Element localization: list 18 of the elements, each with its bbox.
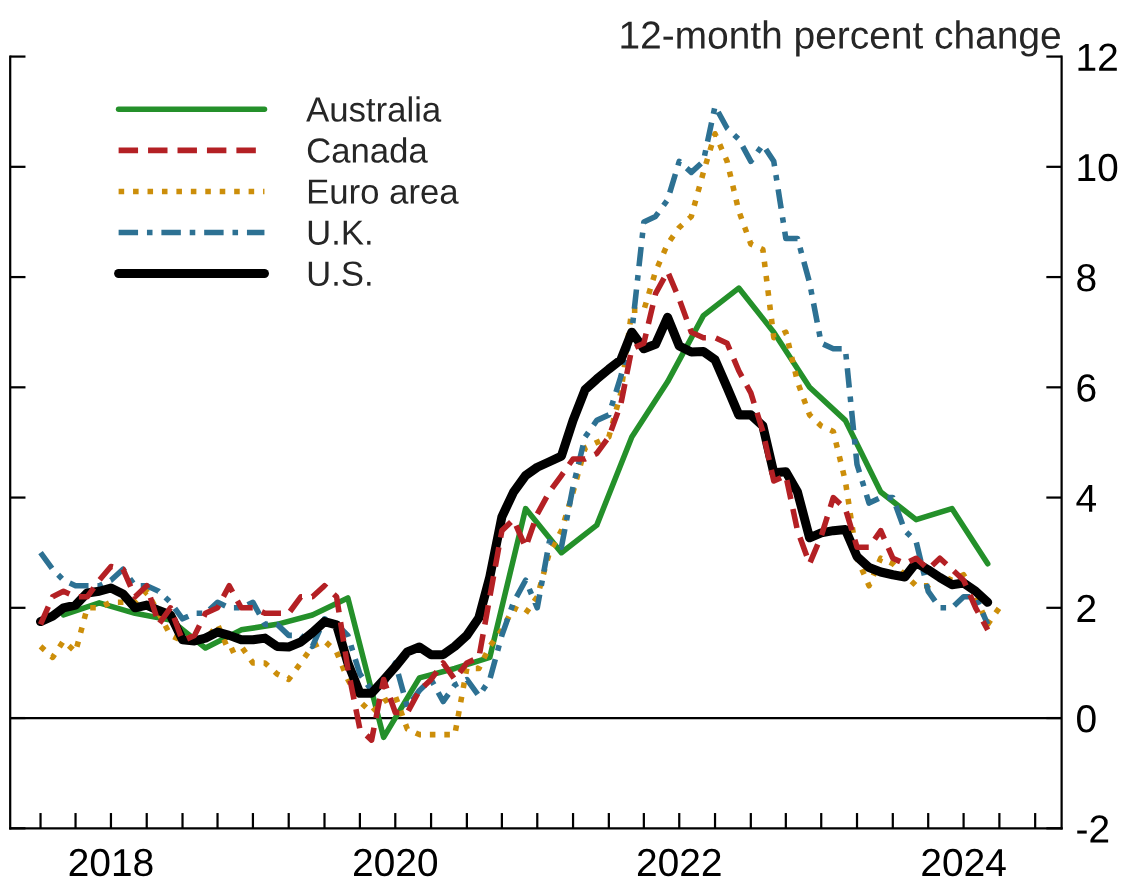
x-tick-label: 2024	[922, 848, 1006, 877]
legend-label: U.K.	[308, 220, 371, 245]
y-tick-label: 6	[1077, 374, 1096, 402]
y-tick-label: -2	[1077, 815, 1109, 843]
y-tick-label: 12	[1078, 43, 1117, 71]
x-tick-label: 2018	[69, 848, 153, 877]
legend-label: Canada	[307, 137, 428, 163]
x-tick-label: 2020	[354, 848, 438, 877]
legend-label: Euro area	[308, 179, 459, 204]
legend-label: U.S.	[308, 261, 371, 287]
y-axis-title: 12-month percent change	[621, 20, 1060, 57]
y-tick-label: 2	[1077, 594, 1096, 622]
y-tick-label: 10	[1078, 153, 1118, 182]
x-tick-label: 2022	[637, 848, 721, 877]
y-tick-label: 8	[1077, 264, 1096, 292]
legend-label: Australia	[306, 96, 442, 122]
y-tick-label: 4	[1076, 484, 1096, 512]
y-tick-label: 0	[1077, 705, 1096, 733]
